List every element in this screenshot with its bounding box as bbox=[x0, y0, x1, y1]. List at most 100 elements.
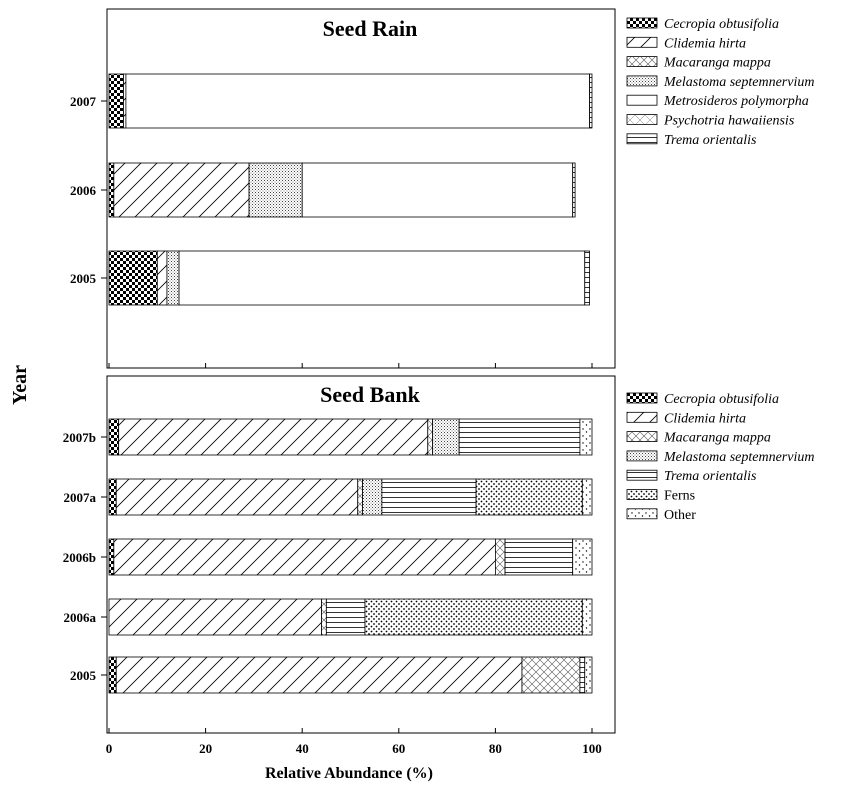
bar-segment-trema-orientalis-2006a bbox=[325, 598, 366, 636]
y-tick-label-2007a: 2007a bbox=[64, 490, 97, 505]
bar-segment-cecropia-obtusifolia-2006 bbox=[108, 162, 115, 218]
legend-label-psychotria-hawaiiensis: Psychotria hawaiiensis bbox=[663, 114, 795, 129]
bar-segment-cecropia-obtusifolia-2007b bbox=[108, 418, 120, 456]
legend-label-metrosideros-polymorpha: Metrosideros polymorpha bbox=[663, 94, 809, 109]
x-tick-label: 20 bbox=[199, 741, 212, 756]
legend-swatch-trema-orientalis bbox=[626, 469, 658, 481]
legend-swatch-melastoma-septemnervium bbox=[626, 450, 658, 462]
legend-label-trema-orientalis: Trema orientalis bbox=[664, 469, 757, 484]
bar-segment-melastoma-septemnervium-2005 bbox=[166, 250, 180, 306]
bar-segment-melastoma-septemnervium-2007b bbox=[432, 418, 460, 456]
seed-rain-legend: Cecropia obtusifolia Clidemia hirta Macara… bbox=[626, 17, 814, 148]
y-tick-label-2005: 2005 bbox=[70, 271, 97, 286]
bar-segment-cecropia-obtusifolia-2005 bbox=[108, 250, 158, 306]
y-tick-label-2007: 2007 bbox=[70, 94, 97, 109]
bar-segment-other-2007b bbox=[579, 418, 593, 456]
bar-segment-cecropia-obtusifolia-2005 bbox=[108, 656, 117, 694]
legend-label-melastoma-septemnervium: Melastoma septemnervium bbox=[663, 75, 814, 90]
seed-rain-x-ticks bbox=[108, 363, 593, 368]
legend-label-other: Other bbox=[664, 508, 696, 523]
bar-segment-trema-orientalis-2006 bbox=[572, 162, 576, 218]
bar-segment-metrosideros-polymorpha-2006 bbox=[301, 162, 574, 218]
y-tick-label-2007b: 2007b bbox=[63, 430, 96, 445]
x-tick-label: 80 bbox=[489, 741, 502, 756]
legend-label-cecropia-obtusifolia: Cecropia obtusifolia bbox=[664, 17, 779, 32]
legend-swatch-melastoma-septemnervium bbox=[626, 75, 658, 87]
seed-rain-frame bbox=[106, 8, 616, 369]
bar-segment-clidemia-hirta-2007a bbox=[115, 478, 359, 516]
bar-segment-metrosideros-polymorpha-2007 bbox=[125, 73, 590, 129]
legend-label-clidemia-hirta: Clidemia hirta bbox=[664, 36, 746, 51]
y-tick-label-2006b: 2006b bbox=[63, 550, 96, 565]
legend-swatch-psychotria-hawaiiensis bbox=[626, 114, 658, 125]
bar-segment-macaranga-mappa-2007b bbox=[427, 418, 434, 456]
bar-segment-clidemia-hirta-2005 bbox=[156, 250, 168, 306]
bar-segment-clidemia-hirta-2006b bbox=[113, 538, 496, 576]
legend-swatch-trema-orientalis bbox=[626, 133, 658, 145]
legend-swatch-cecropia-obtusifolia bbox=[626, 17, 658, 29]
legend-swatch-macaranga-mappa bbox=[626, 56, 658, 67]
legend-swatch-macaranga-mappa bbox=[626, 431, 658, 443]
bar-segment-clidemia-hirta-2007b bbox=[118, 418, 429, 456]
bar-segment-metrosideros-polymorpha-2005 bbox=[178, 250, 586, 306]
seed-bank-y-ticks: 2007b 2007a 2006b 2006a 2005 bbox=[63, 430, 107, 683]
x-tick-label: 100 bbox=[582, 741, 602, 756]
bar-segment-cecropia-obtusifolia-2006b bbox=[108, 538, 115, 576]
bar-segment-trema-orientalis-2005 bbox=[579, 656, 586, 694]
bar-segment-other-2007a bbox=[581, 478, 593, 516]
bar-segment-other-2006b bbox=[572, 538, 593, 576]
bar-segment-clidemia-hirta-2006 bbox=[113, 162, 250, 218]
x-tick-label: 0 bbox=[106, 741, 113, 756]
y-tick-label-2005: 2005 bbox=[70, 668, 97, 683]
seed-bank-title: Seed Bank bbox=[320, 382, 420, 407]
legend-label-melastoma-septemnervium: Melastoma septemnervium bbox=[663, 450, 814, 465]
bar-segment-trema-orientalis-2007b bbox=[458, 418, 581, 456]
bar-segment-ferns-2006a bbox=[364, 598, 583, 636]
legend-swatch-clidemia-hirta bbox=[626, 411, 658, 423]
legend-swatch-metrosideros-polymorpha bbox=[626, 94, 658, 106]
bar-segment-clidemia-hirta-2006a bbox=[108, 598, 322, 636]
seed-rain-bars bbox=[108, 73, 593, 306]
bar-segment-ferns-2007a bbox=[475, 478, 583, 516]
y-tick-label-2006a: 2006a bbox=[64, 610, 97, 625]
y-axis-title: Year bbox=[9, 365, 31, 405]
bar-segment-trema-orientalis-2007a bbox=[381, 478, 477, 516]
bar-segment-melastoma-septemnervium-2006 bbox=[248, 162, 303, 218]
legend-label-macaranga-mappa: Macaranga mappa bbox=[663, 56, 771, 71]
seed-rain-panel: Seed Rain 2007 2006 2005 bbox=[70, 8, 616, 369]
bar-segment-melastoma-septemnervium-2007a bbox=[362, 478, 383, 516]
legend-swatch-clidemia-hirta bbox=[626, 36, 658, 48]
legend-swatch-other bbox=[626, 508, 658, 520]
legend-label-trema-orientalis: Trema orientalis bbox=[664, 133, 757, 148]
bar-segment-clidemia-hirta-2005 bbox=[115, 656, 523, 694]
seed-rain-title: Seed Rain bbox=[323, 16, 418, 41]
bar-segment-macaranga-mappa-2006a bbox=[321, 598, 327, 636]
bar-segment-cecropia-obtusifolia-2007a bbox=[108, 478, 117, 516]
seed-bank-bars bbox=[108, 418, 593, 694]
bar-segment-other-2005 bbox=[584, 656, 593, 694]
x-axis-title: Relative Abundance (%) bbox=[265, 765, 433, 782]
legend-label-ferns: Ferns bbox=[664, 489, 695, 504]
seed-bank-x-ticks: 0 20 40 60 80 100 bbox=[106, 728, 602, 756]
legend-label-cecropia-obtusifolia: Cecropia obtusifolia bbox=[664, 392, 779, 407]
seed-bank-frame bbox=[106, 375, 616, 734]
bar-segment-macaranga-mappa-2005 bbox=[521, 656, 581, 694]
bar-segment-trema-orientalis-2005 bbox=[584, 250, 590, 306]
x-tick-label: 60 bbox=[392, 741, 405, 756]
seed-rain-y-ticks: 2007 2006 2005 bbox=[70, 94, 107, 286]
bar-segment-trema-orientalis-2007 bbox=[589, 73, 593, 129]
bar-segment-other-2006a bbox=[581, 598, 593, 636]
bar-segment-trema-orientalis-2006b bbox=[504, 538, 574, 576]
bar-segment-macaranga-mappa-2007a bbox=[357, 478, 363, 516]
legend-label-macaranga-mappa: Macaranga mappa bbox=[663, 431, 771, 446]
bar-segment-cecropia-obtusifolia-2007 bbox=[108, 73, 124, 129]
seed-bank-legend: Cecropia obtusifolia Clidemia hirta Macara… bbox=[626, 392, 814, 523]
y-tick-label-2006: 2006 bbox=[70, 183, 97, 198]
x-tick-label: 40 bbox=[296, 741, 309, 756]
legend-swatch-cecropia-obtusifolia bbox=[626, 392, 658, 404]
bar-segment-macaranga-mappa-2006b bbox=[494, 538, 506, 576]
legend-label-clidemia-hirta: Clidemia hirta bbox=[664, 411, 746, 426]
legend-swatch-ferns bbox=[626, 489, 658, 500]
seed-bank-panel: Seed Bank 0 20 40 60 80 100 2007b2007a2006b20… bbox=[63, 375, 616, 756]
